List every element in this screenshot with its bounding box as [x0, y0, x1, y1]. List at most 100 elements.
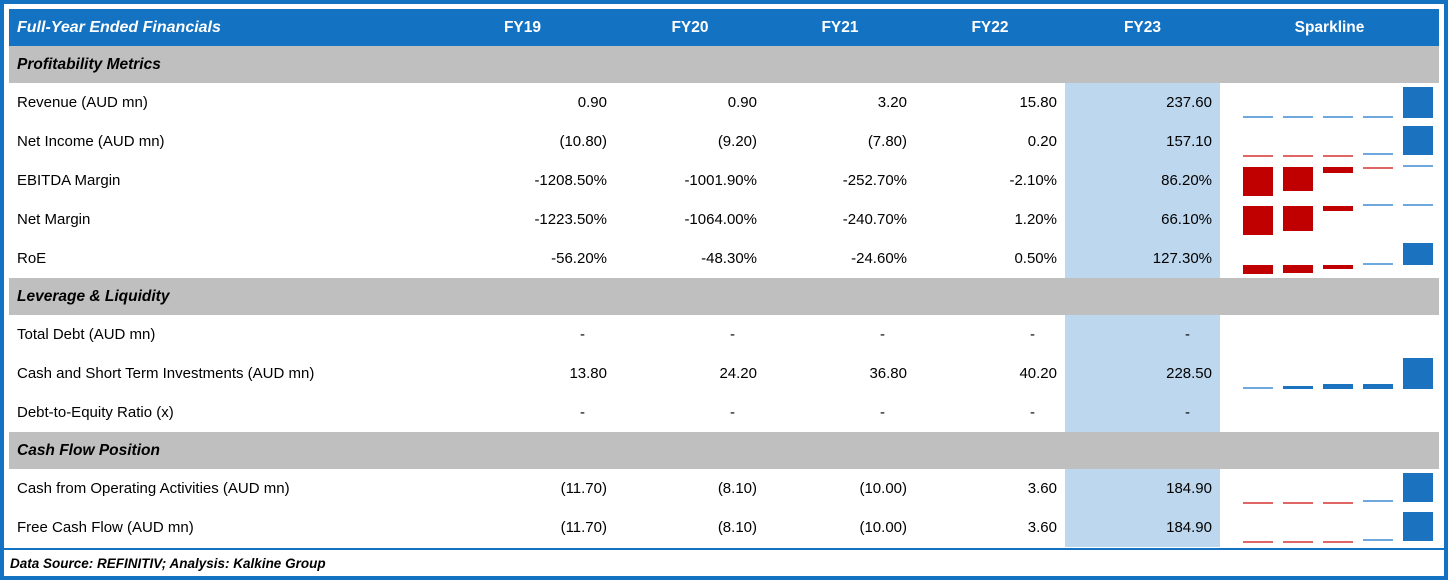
table-row-total-debt: Total Debt (AUD mn) - - - - - [9, 315, 1439, 354]
column-header-fy23: FY23 [1123, 18, 1162, 36]
spark-bar-positive [1403, 203, 1433, 206]
column-header-sparkline: Sparkline [1294, 18, 1365, 36]
spark-slot [1243, 473, 1273, 504]
spark-slot [1363, 126, 1393, 157]
spark-slot [1363, 358, 1393, 389]
cell-fy19: (11.70) [560, 519, 607, 536]
spark-slot [1403, 165, 1433, 196]
cell-fy23: 127.30% [1065, 239, 1220, 278]
spark-slot [1403, 203, 1433, 235]
cell-fy20: 0.90 [727, 94, 757, 111]
spark-bar-negative [1243, 264, 1273, 274]
cell-fy20: 24.20 [719, 365, 757, 382]
spark-bar-negative [1323, 155, 1353, 157]
spark-slot [1243, 204, 1273, 235]
section-title: Profitability Metrics [17, 55, 161, 73]
spark-slot [1243, 243, 1273, 274]
spark-bar-positive [1403, 126, 1433, 155]
spark-bar-negative [1323, 167, 1353, 174]
spark-slot [1283, 358, 1313, 389]
spark-bar-negative [1243, 205, 1273, 235]
spark-slot [1403, 512, 1433, 543]
spark-slot [1403, 126, 1433, 157]
spark-bar-positive [1403, 512, 1433, 542]
cell-fy19: (11.70) [560, 480, 607, 497]
spark-slot [1403, 243, 1433, 274]
cell-fy23: 157.10 [1065, 122, 1220, 161]
cell-fy19: - [580, 404, 585, 421]
spark-slot [1283, 512, 1313, 543]
row-label: Cash and Short Term Investments (AUD mn) [17, 365, 315, 382]
cell-fy22: 15.80 [1019, 94, 1057, 111]
section-title: Leverage & Liquidity [17, 287, 170, 305]
cell-fy19: -1208.50% [534, 172, 607, 189]
spark-slot [1403, 473, 1433, 504]
sparkline-cell [1220, 200, 1439, 239]
section-band-cash-flow-position: Cash Flow Position [9, 432, 1439, 469]
cell-fy21: - [880, 326, 885, 343]
spark-slot [1283, 204, 1313, 235]
cell-fy22: - [1030, 404, 1035, 421]
spark-slot [1363, 243, 1393, 274]
table-title: Full-Year Ended Financials [17, 18, 221, 36]
cell-fy22: 0.50% [1014, 250, 1057, 267]
table-row-net-margin: Net Margin -1223.50% -1064.00% -240.70% … [9, 200, 1439, 239]
column-header-fy20: FY20 [671, 18, 709, 36]
column-header-fy19: FY19 [503, 18, 542, 36]
row-label: Total Debt (AUD mn) [17, 326, 156, 343]
spark-slot [1323, 165, 1353, 196]
section-band-leverage-liquidity: Leverage & Liquidity [9, 278, 1439, 315]
spark-bar-negative [1283, 502, 1313, 504]
cell-fy20: - [730, 404, 735, 421]
spark-bar-negative [1283, 155, 1313, 157]
spark-bar-positive [1403, 243, 1433, 265]
spark-slot [1363, 512, 1393, 543]
sparkline-cell [1220, 354, 1439, 393]
row-label: RoE [17, 250, 47, 267]
sparkline-cell [1220, 315, 1439, 354]
spark-bar-negative [1323, 264, 1353, 269]
cell-fy20: (8.10) [717, 519, 757, 536]
spark-bar-negative [1283, 264, 1313, 273]
cell-fy21: 3.20 [877, 94, 907, 111]
row-label: Net Margin [17, 211, 91, 228]
cell-fy22: 3.60 [1027, 519, 1057, 536]
sparkline-cell [1220, 508, 1439, 547]
cell-fy23: 228.50 [1065, 354, 1220, 393]
row-label: Debt-to-Equity Ratio (x) [17, 404, 174, 421]
spark-slot [1283, 87, 1313, 118]
cell-fy19: 0.90 [577, 94, 607, 111]
spark-bar-positive [1363, 500, 1393, 503]
spark-bar-positive [1363, 153, 1393, 155]
row-label: Free Cash Flow (AUD mn) [17, 519, 194, 536]
spark-slot [1243, 512, 1273, 543]
cell-fy20: -1001.90% [684, 172, 757, 189]
table-row-ebitda-margin: EBITDA Margin -1208.50% -1001.90% -252.7… [9, 161, 1439, 200]
spark-bar-negative [1243, 167, 1273, 196]
cell-fy19: 13.80 [569, 365, 607, 382]
spark-bar-negative [1323, 205, 1353, 212]
sparkline-cell [1220, 122, 1439, 161]
table-row-cash-from-operating: Cash from Operating Activities (AUD mn) … [9, 469, 1439, 508]
cell-fy21: -24.60% [851, 250, 907, 267]
spark-slot [1363, 87, 1393, 118]
spark-bar-positive [1363, 539, 1393, 542]
footer-text: Data Source: REFINITIV; Analysis: Kalkin… [10, 555, 326, 571]
spark-slot [1243, 126, 1273, 157]
spark-bar-negative [1283, 541, 1313, 543]
cell-fy21: - [880, 404, 885, 421]
cell-fy21: 36.80 [869, 365, 907, 382]
cell-fy23: 66.10% [1065, 200, 1220, 239]
spark-slot [1323, 204, 1353, 235]
cell-fy21: -252.70% [842, 172, 907, 189]
spark-slot [1363, 165, 1393, 196]
sparkline-cell [1220, 393, 1439, 432]
spark-bar-positive [1323, 384, 1353, 389]
spark-slot [1243, 358, 1273, 389]
cell-fy19: - [580, 326, 585, 343]
spark-bar-positive [1283, 116, 1313, 118]
table-row-net-income: Net Income (AUD mn) (10.80) (9.20) (7.80… [9, 122, 1439, 161]
spark-slot [1403, 358, 1433, 389]
spark-slot [1283, 126, 1313, 157]
row-label: Net Income (AUD mn) [17, 133, 165, 150]
